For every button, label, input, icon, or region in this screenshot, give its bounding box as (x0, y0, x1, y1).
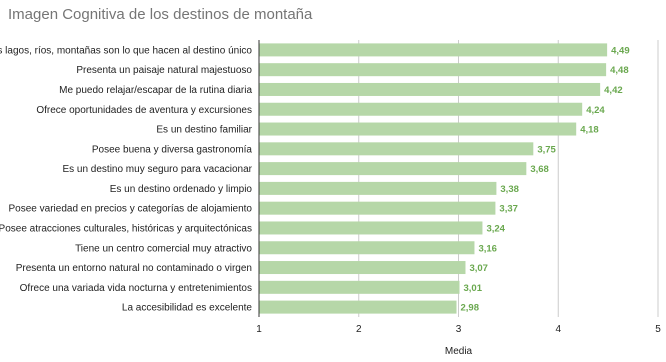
value-label: 3,37 (499, 204, 517, 215)
category-label: Posee buena y diversa gastronomía (92, 144, 253, 155)
value-label: 4,24 (586, 105, 605, 116)
tick-label: 2 (356, 324, 362, 335)
category-label: Presenta un entorno natural no contamina… (16, 263, 252, 274)
bars (259, 43, 608, 314)
value-label: 3,07 (469, 263, 488, 274)
value-label: 3,38 (500, 184, 519, 195)
bar (259, 181, 497, 195)
bar (259, 63, 607, 77)
value-label: 4,18 (580, 125, 599, 136)
value-label: 3,16 (478, 243, 497, 254)
value-label: 3,75 (537, 144, 556, 155)
value-label: 4,42 (604, 85, 623, 96)
bar (259, 122, 577, 136)
tick-label: 5 (655, 324, 661, 335)
value-labels: 4,49 4,48 4,42 4,24 4,18 3,75 3,68 3,38 3,37 3,24… (461, 45, 630, 313)
category-labels: Sus lagos, ríos, montañas son lo que hac… (0, 45, 253, 313)
bar (259, 221, 483, 235)
bar (259, 261, 466, 275)
category-label: Ofrece una variada vida nocturna y entre… (20, 283, 252, 294)
bar (259, 43, 608, 57)
bar (259, 162, 527, 176)
category-label: Es un destino ordenado y limpio (110, 184, 253, 195)
bar (259, 280, 460, 294)
tick-label: 3 (456, 324, 462, 335)
value-label: 2,98 (461, 303, 480, 314)
value-label: 3,24 (486, 223, 505, 234)
value-label: 4,49 (611, 45, 630, 56)
gridlines (258, 40, 659, 317)
category-label: La accesibilidad es excelente (122, 303, 253, 314)
category-label: Posee atracciones culturales, históricas… (0, 223, 252, 234)
bar (259, 142, 534, 156)
bar (259, 82, 601, 96)
value-label: 3,01 (463, 283, 482, 294)
category-label: Ofrece oportunidades de aventura y excur… (36, 105, 252, 116)
category-label: Es un destino muy seguro para vacacionar (62, 164, 252, 175)
category-label: Tiene un centro comercial muy atractivo (75, 243, 252, 254)
category-label: Sus lagos, ríos, montañas son lo que hac… (0, 45, 252, 56)
category-label: Presenta un paisaje natural majestuoso (76, 65, 252, 76)
value-label: 4,48 (610, 65, 629, 76)
bar (259, 241, 475, 255)
tick-label: 1 (256, 324, 262, 335)
bar (259, 102, 583, 116)
bar (259, 201, 496, 215)
value-label: 3,68 (530, 164, 549, 175)
x-axis-ticks: 1 2 3 4 5 (256, 324, 661, 335)
category-label: Es un destino familiar (156, 125, 252, 136)
bar (259, 300, 457, 314)
category-label: Me puedo relajar/escapar de la rutina di… (59, 85, 252, 96)
tick-label: 4 (555, 324, 561, 335)
chart-title: Imagen Cognitiva de los destinos de mont… (8, 6, 313, 23)
x-axis-title: Media (445, 346, 473, 357)
category-label: Posee variedad en precios y categorías d… (9, 204, 253, 215)
